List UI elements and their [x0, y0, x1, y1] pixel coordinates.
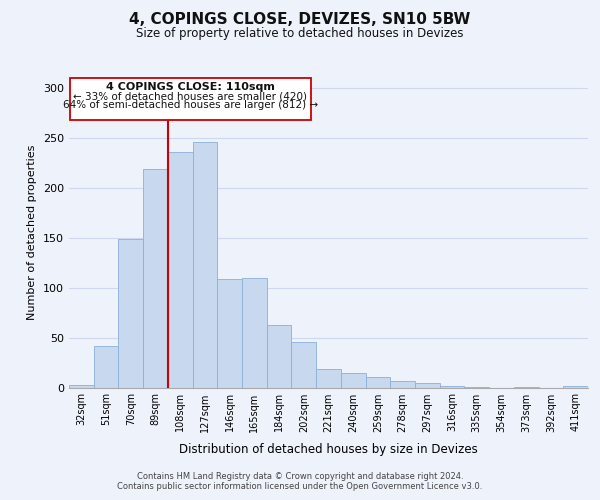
FancyBboxPatch shape — [70, 78, 311, 120]
X-axis label: Distribution of detached houses by size in Devizes: Distribution of detached houses by size … — [179, 443, 478, 456]
Bar — [563, 386, 588, 388]
Bar — [365, 376, 390, 388]
Text: 4 COPINGS CLOSE: 110sqm: 4 COPINGS CLOSE: 110sqm — [106, 82, 275, 92]
Bar — [168, 152, 193, 388]
Y-axis label: Number of detached properties: Number of detached properties — [28, 145, 37, 320]
Bar — [267, 324, 292, 388]
Bar — [217, 278, 242, 388]
Bar — [464, 386, 489, 388]
Text: Contains HM Land Registry data © Crown copyright and database right 2024.: Contains HM Land Registry data © Crown c… — [137, 472, 463, 481]
Text: Contains public sector information licensed under the Open Government Licence v3: Contains public sector information licen… — [118, 482, 482, 491]
Bar — [316, 368, 341, 388]
Bar — [390, 380, 415, 388]
Bar — [242, 278, 267, 388]
Bar — [440, 386, 464, 388]
Text: 4, COPINGS CLOSE, DEVIZES, SN10 5BW: 4, COPINGS CLOSE, DEVIZES, SN10 5BW — [130, 12, 470, 28]
Text: Size of property relative to detached houses in Devizes: Size of property relative to detached ho… — [136, 28, 464, 40]
Bar — [514, 386, 539, 388]
Bar — [193, 142, 217, 388]
Bar — [341, 372, 365, 388]
Text: 64% of semi-detached houses are larger (812) →: 64% of semi-detached houses are larger (… — [62, 100, 317, 110]
Bar — [94, 346, 118, 388]
Bar — [143, 168, 168, 388]
Bar — [69, 384, 94, 388]
Bar — [118, 238, 143, 388]
Text: ← 33% of detached houses are smaller (420): ← 33% of detached houses are smaller (42… — [73, 92, 307, 102]
Bar — [292, 342, 316, 388]
Bar — [415, 382, 440, 388]
